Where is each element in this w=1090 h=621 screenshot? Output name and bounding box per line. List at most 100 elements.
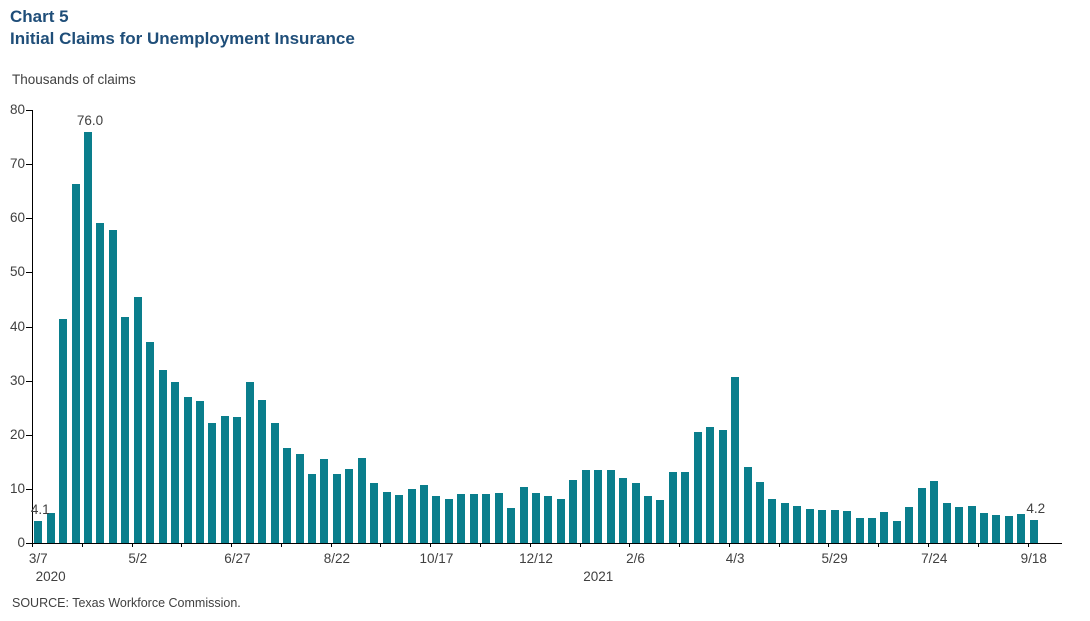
bar (482, 493, 491, 543)
bar (233, 416, 242, 543)
bar (320, 459, 329, 543)
y-axis-line (32, 110, 33, 544)
bar (606, 469, 615, 543)
y-axis-tick-label: 40 (9, 318, 25, 334)
plot-area (32, 110, 1040, 543)
bar (245, 381, 254, 543)
y-axis-tick (26, 218, 32, 220)
bar (171, 382, 180, 543)
bar (681, 471, 690, 543)
bar (494, 492, 503, 543)
bar (420, 484, 428, 543)
bar (718, 429, 727, 543)
bar (345, 469, 354, 543)
bar (469, 493, 478, 543)
bar (805, 509, 814, 543)
bar (955, 506, 964, 543)
x-axis-tick (828, 543, 830, 547)
x-axis-tick-label: 7/24 (921, 551, 948, 566)
bar (780, 502, 789, 543)
x-axis-tick-label: 4/3 (725, 551, 745, 566)
bar (942, 502, 951, 543)
bar (693, 432, 702, 543)
bar (743, 466, 752, 543)
x-axis-tick (480, 543, 481, 547)
bar (407, 489, 416, 543)
bar (71, 183, 80, 543)
y-axis-tick (26, 164, 32, 166)
bar (917, 488, 926, 543)
bar (208, 422, 217, 543)
x-axis-tick (728, 543, 730, 547)
bar (967, 505, 976, 543)
x-axis-tick (131, 543, 133, 547)
bar (731, 376, 740, 543)
x-axis-tick (629, 543, 631, 547)
y-axis-tick-label: 0 (17, 535, 25, 550)
bar (196, 401, 204, 543)
x-axis-tick (679, 543, 681, 547)
bar (46, 512, 55, 543)
x-axis-tick-label: 8/22 (323, 551, 351, 566)
y-axis-tick (26, 110, 32, 111)
bar (308, 473, 316, 543)
bar (1004, 515, 1013, 543)
bar (569, 480, 578, 543)
bar (370, 482, 379, 543)
chart-title-line1: Chart 5 (10, 7, 69, 26)
x-axis-tick-label: 3/7 (28, 551, 48, 566)
bar (756, 481, 764, 543)
bar (880, 511, 889, 543)
bar (158, 370, 167, 543)
x-axis-year-label: 2020 (35, 569, 66, 584)
bar (843, 511, 852, 543)
y-axis-tick (26, 488, 32, 490)
x-axis-tick-label: 6/27 (224, 551, 251, 566)
bar (332, 473, 341, 543)
bar (357, 458, 366, 543)
bar (768, 498, 777, 543)
bar (444, 498, 453, 543)
x-axis-tick (928, 543, 929, 547)
x-axis-tick (529, 543, 531, 547)
bar (855, 518, 864, 543)
y-axis-tick-label: 10 (9, 480, 25, 496)
x-axis-tick-label: 10/17 (419, 551, 454, 566)
bar (581, 469, 590, 543)
bar (96, 222, 105, 543)
bar (59, 319, 68, 543)
bar-value-label: 4.1 (30, 501, 50, 517)
bar (507, 508, 516, 543)
x-axis-line (32, 543, 1062, 544)
x-axis-tick-label: 12/12 (519, 551, 553, 566)
bar (34, 520, 43, 543)
bar (1029, 520, 1038, 543)
bar (905, 507, 914, 543)
bar (121, 317, 130, 543)
x-axis-tick-label: 9/18 (1020, 551, 1047, 566)
bar (84, 131, 92, 543)
bar (656, 499, 665, 543)
bar (892, 520, 901, 543)
bar (108, 230, 117, 543)
bar (930, 480, 939, 543)
bar (980, 512, 988, 543)
bar (283, 448, 292, 543)
bar (668, 472, 677, 543)
x-axis-tick-label: 2/6 (626, 551, 645, 566)
bar (532, 493, 540, 543)
y-axis-unit-label: Thousands of claims (12, 72, 136, 87)
x-axis-tick (81, 543, 83, 547)
x-axis-year-label: 2021 (583, 569, 614, 584)
x-axis-tick (430, 543, 432, 547)
x-axis-tick (280, 543, 282, 547)
bar (619, 477, 628, 543)
y-axis-tick-label: 80 (9, 102, 25, 117)
bar (133, 296, 142, 543)
x-axis-tick (380, 543, 382, 547)
bar (382, 491, 391, 543)
x-axis-tick (579, 543, 581, 547)
bar (270, 423, 279, 543)
bar (457, 493, 466, 543)
bar (183, 396, 192, 543)
